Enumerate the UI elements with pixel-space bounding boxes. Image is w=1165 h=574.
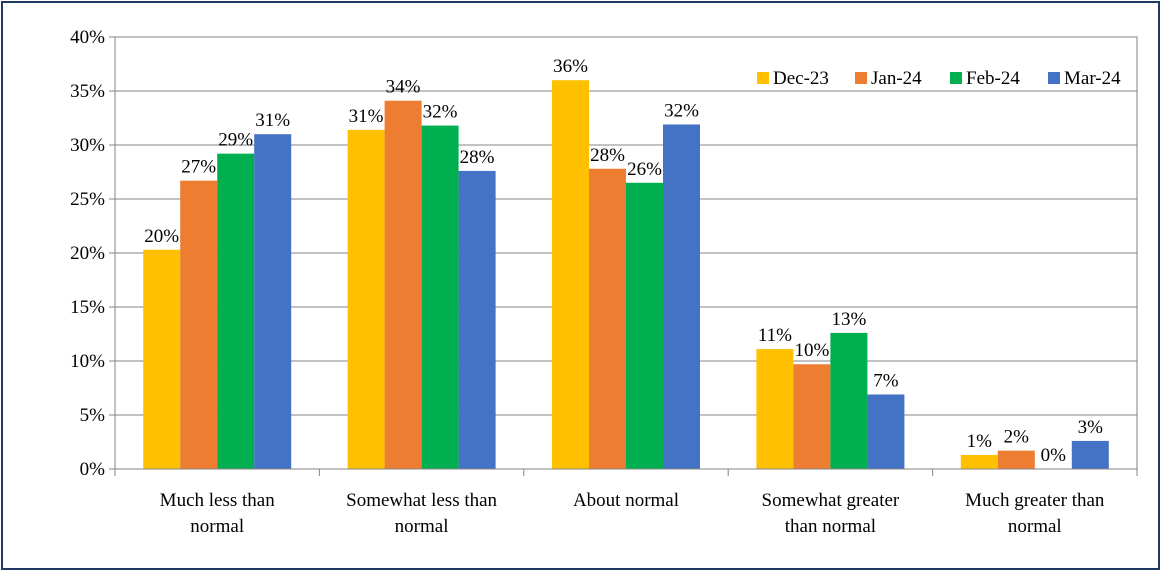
y-tick-label: 35% (70, 81, 105, 102)
x-category-label: Somewhat greater than normal (762, 490, 900, 537)
bar (459, 171, 496, 469)
data-label: 36% (553, 56, 588, 77)
data-label: 13% (831, 309, 866, 330)
legend-label: Feb-24 (966, 68, 1020, 89)
bar (867, 394, 904, 469)
bar (626, 183, 663, 469)
data-label: 32% (664, 100, 699, 121)
bar (1072, 441, 1109, 469)
data-label: 20% (144, 226, 179, 247)
x-category-label: Somewhat less than normal (346, 490, 497, 537)
bar (385, 101, 422, 469)
legend-swatch (1048, 72, 1060, 84)
x-category-label: About normal (573, 490, 679, 511)
bars (143, 80, 1109, 469)
legend: Dec-23 Jan-24 Feb-24 Mar-24 (757, 68, 1121, 89)
bar (793, 364, 830, 469)
y-tick-label: 30% (70, 135, 105, 156)
data-label: 3% (1078, 417, 1104, 438)
legend-swatch (757, 72, 769, 84)
bar (756, 349, 793, 469)
data-label: 29% (218, 130, 253, 151)
data-label: 34% (386, 77, 421, 98)
y-axis-ticks: 0% 5% 10% 15% 20% 25% 30% 35% 40% (70, 27, 105, 480)
bar (143, 250, 180, 469)
bar (348, 130, 385, 469)
bar (961, 455, 998, 469)
data-label: 31% (349, 106, 384, 127)
y-tick-label: 0% (80, 459, 106, 480)
bar (589, 169, 626, 469)
data-label: 28% (460, 147, 495, 168)
data-label: 11% (758, 325, 792, 346)
data-label: 10% (794, 340, 829, 361)
bar (998, 451, 1035, 469)
legend-swatch (855, 72, 867, 84)
bar (217, 154, 254, 469)
bar (180, 181, 217, 469)
y-tick-label: 5% (80, 405, 106, 426)
legend-label: Dec-23 (773, 68, 829, 89)
data-label: 31% (255, 110, 290, 131)
bar (254, 134, 291, 469)
data-label: 2% (1004, 427, 1030, 448)
legend-label: Mar-24 (1064, 68, 1121, 89)
legend-label: Jan-24 (871, 68, 922, 89)
data-label: 27% (181, 157, 216, 178)
data-label: 28% (590, 145, 625, 166)
y-tick-label: 25% (70, 189, 105, 210)
x-category-label: Much greater than normal (965, 490, 1105, 537)
y-tick-label: 10% (70, 351, 105, 372)
data-label: 7% (873, 370, 899, 391)
legend-swatch (950, 72, 962, 84)
y-tick-label: 20% (70, 243, 105, 264)
bar (663, 124, 700, 469)
x-category-label: Much less than normal (160, 490, 276, 537)
y-tick-label: 15% (70, 297, 105, 318)
y-tick-label: 40% (70, 27, 105, 48)
data-label: 32% (423, 102, 458, 123)
data-label: 0% (1041, 445, 1067, 466)
bar (422, 126, 459, 469)
x-axis-categories: Much less than normal Somewhat less than no… (160, 490, 1105, 537)
bar (552, 80, 589, 469)
bar (830, 333, 867, 469)
data-label: 1% (967, 431, 993, 452)
data-label: 26% (627, 159, 662, 180)
